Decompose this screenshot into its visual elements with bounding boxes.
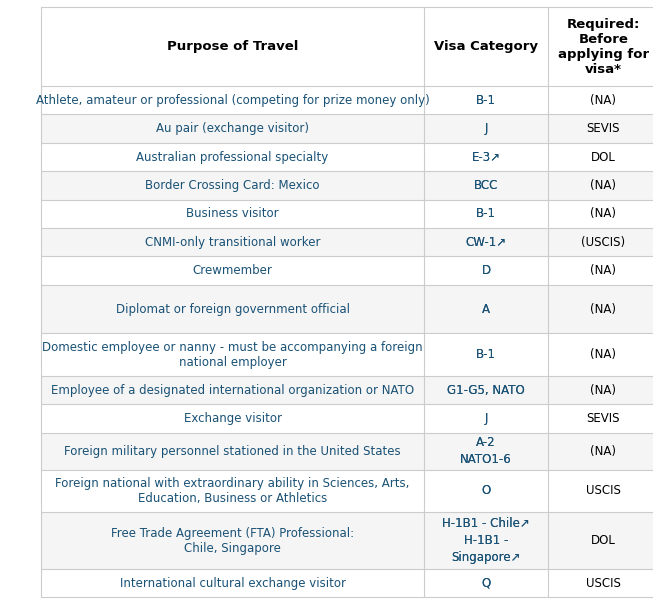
Bar (41, 143, 659, 171)
Text: H-1B1 - Chile↗
H-1B1 -
Singapore↗: H-1B1 - Chile↗ H-1B1 - Singapore↗ (442, 517, 530, 564)
Text: Australian professional specialty: Australian professional specialty (136, 150, 329, 164)
Bar (41, 228, 659, 257)
Text: A-2
NATO1-6: A-2 NATO1-6 (460, 436, 512, 466)
Bar (41, 171, 659, 200)
Text: Q: Q (482, 577, 491, 590)
Text: A: A (482, 302, 490, 315)
Text: J: J (484, 412, 488, 425)
Text: B-1: B-1 (476, 348, 496, 361)
Text: DOL: DOL (591, 534, 616, 547)
Text: (NA): (NA) (590, 384, 616, 397)
Text: Domestic employee or nanny - must be accompanying a foreign
national employer: Domestic employee or nanny - must be acc… (42, 340, 423, 368)
Text: J: J (484, 412, 488, 425)
Text: Required:
Before
applying for
visa*: Required: Before applying for visa* (558, 18, 649, 76)
Text: E-3↗: E-3↗ (472, 150, 501, 164)
Bar (41, 86, 659, 114)
Text: D: D (482, 264, 490, 277)
Text: B-1: B-1 (476, 207, 496, 221)
Bar (41, 333, 659, 376)
Text: International cultural exchange visitor: International cultural exchange visitor (120, 577, 345, 590)
Text: SEVIS: SEVIS (587, 412, 620, 425)
Text: USCIS: USCIS (586, 485, 621, 497)
Text: (NA): (NA) (590, 445, 616, 458)
Text: Diplomat or foreign government official: Diplomat or foreign government official (115, 302, 350, 315)
Text: Crewmember: Crewmember (192, 264, 273, 277)
Text: Visa Category: Visa Category (434, 40, 538, 53)
Bar (41, 470, 659, 512)
Bar (41, 433, 659, 470)
Text: Purpose of Travel: Purpose of Travel (167, 40, 299, 53)
Text: (NA): (NA) (590, 93, 616, 107)
Text: Employee of a designated international organization or NATO: Employee of a designated international o… (51, 384, 414, 397)
Text: CW-1↗: CW-1↗ (465, 236, 507, 249)
Text: G1-G5, NATO: G1-G5, NATO (447, 384, 525, 397)
Text: Exchange visitor: Exchange visitor (184, 412, 281, 425)
Text: Au pair (exchange visitor): Au pair (exchange visitor) (156, 122, 309, 135)
Text: J: J (484, 122, 488, 135)
Text: B-1: B-1 (476, 93, 496, 107)
Text: (NA): (NA) (590, 348, 616, 361)
Bar (41, 569, 659, 598)
Text: H-1B1 - Chile↗
H-1B1 -
Singapore↗: H-1B1 - Chile↗ H-1B1 - Singapore↗ (442, 517, 530, 564)
Text: Athlete, amateur or professional (competing for prize money only): Athlete, amateur or professional (compet… (36, 93, 430, 107)
Text: O: O (482, 485, 491, 497)
Text: Foreign military personnel stationed in the United States: Foreign military personnel stationed in … (65, 445, 401, 458)
Text: USCIS: USCIS (586, 577, 621, 590)
Text: A-2
NATO1-6: A-2 NATO1-6 (460, 436, 512, 466)
Text: D: D (482, 264, 490, 277)
Bar (41, 376, 659, 404)
Text: (NA): (NA) (590, 264, 616, 277)
Bar (41, 285, 659, 333)
Text: CNMI-only transitional worker: CNMI-only transitional worker (145, 236, 320, 249)
Bar (41, 257, 659, 285)
Text: BCC: BCC (474, 179, 498, 192)
Text: (NA): (NA) (590, 179, 616, 192)
Text: DOL: DOL (591, 150, 616, 164)
Bar (41, 114, 659, 143)
Text: SEVIS: SEVIS (587, 122, 620, 135)
Text: Foreign national with extraordinary ability in Sciences, Arts,
Education, Busine: Foreign national with extraordinary abil… (55, 477, 410, 505)
Text: B-1: B-1 (476, 348, 496, 361)
Text: E-3↗: E-3↗ (472, 150, 501, 164)
Bar (41, 200, 659, 228)
Text: B-1: B-1 (476, 207, 496, 221)
Text: BCC: BCC (474, 179, 498, 192)
Bar (41, 7, 659, 86)
Text: O: O (482, 485, 491, 497)
Text: Q: Q (482, 577, 491, 590)
Text: (NA): (NA) (590, 302, 616, 315)
Text: (NA): (NA) (590, 207, 616, 221)
Text: B-1: B-1 (476, 93, 496, 107)
Text: G1-G5, NATO: G1-G5, NATO (447, 384, 525, 397)
Text: (USCIS): (USCIS) (581, 236, 625, 249)
Text: Border Crossing Card: Mexico: Border Crossing Card: Mexico (146, 179, 320, 192)
Text: A: A (482, 302, 490, 315)
Text: Business visitor: Business visitor (186, 207, 279, 221)
Text: Free Trade Agreement (FTA) Professional:
Chile, Singapore: Free Trade Agreement (FTA) Professional:… (111, 527, 354, 555)
Bar (41, 512, 659, 569)
Text: J: J (484, 122, 488, 135)
Text: CW-1↗: CW-1↗ (465, 236, 507, 249)
Bar (41, 404, 659, 433)
